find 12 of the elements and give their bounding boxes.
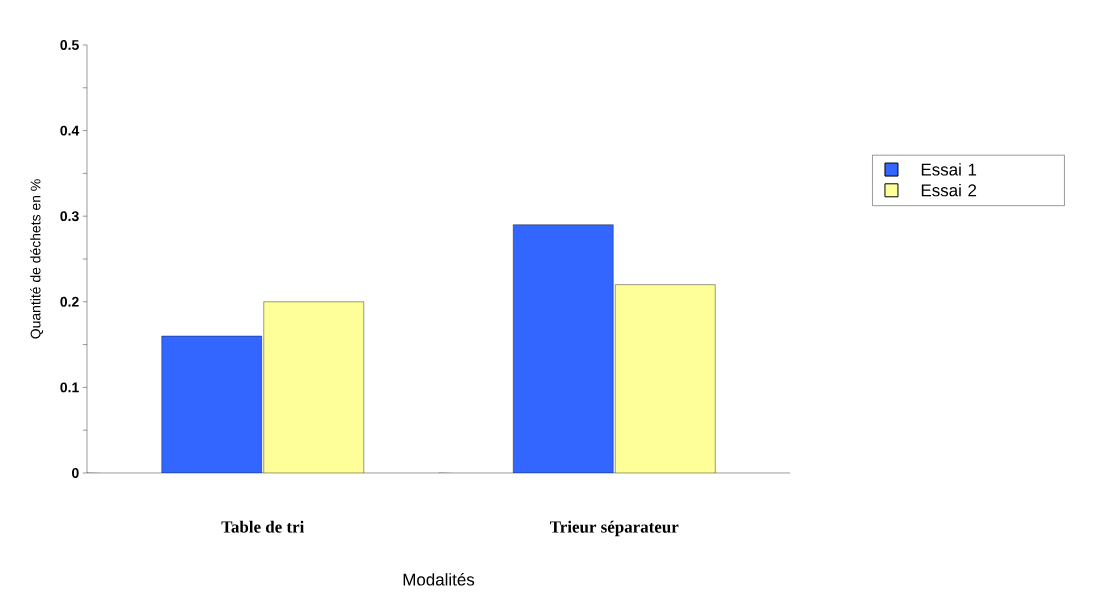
legend-label: Essai 1 — [921, 163, 977, 176]
x-tick-label: Trieur séparateur — [550, 520, 679, 537]
y-tick-label: 0.5 — [60, 40, 79, 50]
y-tick-label: 0.2 — [60, 296, 79, 307]
y-tick-label: 0.1 — [60, 382, 79, 393]
x-axis-title: Modalités — [403, 572, 475, 586]
y-tick-label: 0 — [72, 468, 79, 478]
x-tick-label: Table de tri — [221, 520, 305, 533]
y-tick-label: 0.3 — [60, 211, 79, 222]
y-axis-title: Quantité de déchets en % — [30, 179, 44, 339]
legend-label: Essai 2 — [921, 183, 977, 197]
y-tick-label: 0.4 — [60, 125, 80, 136]
